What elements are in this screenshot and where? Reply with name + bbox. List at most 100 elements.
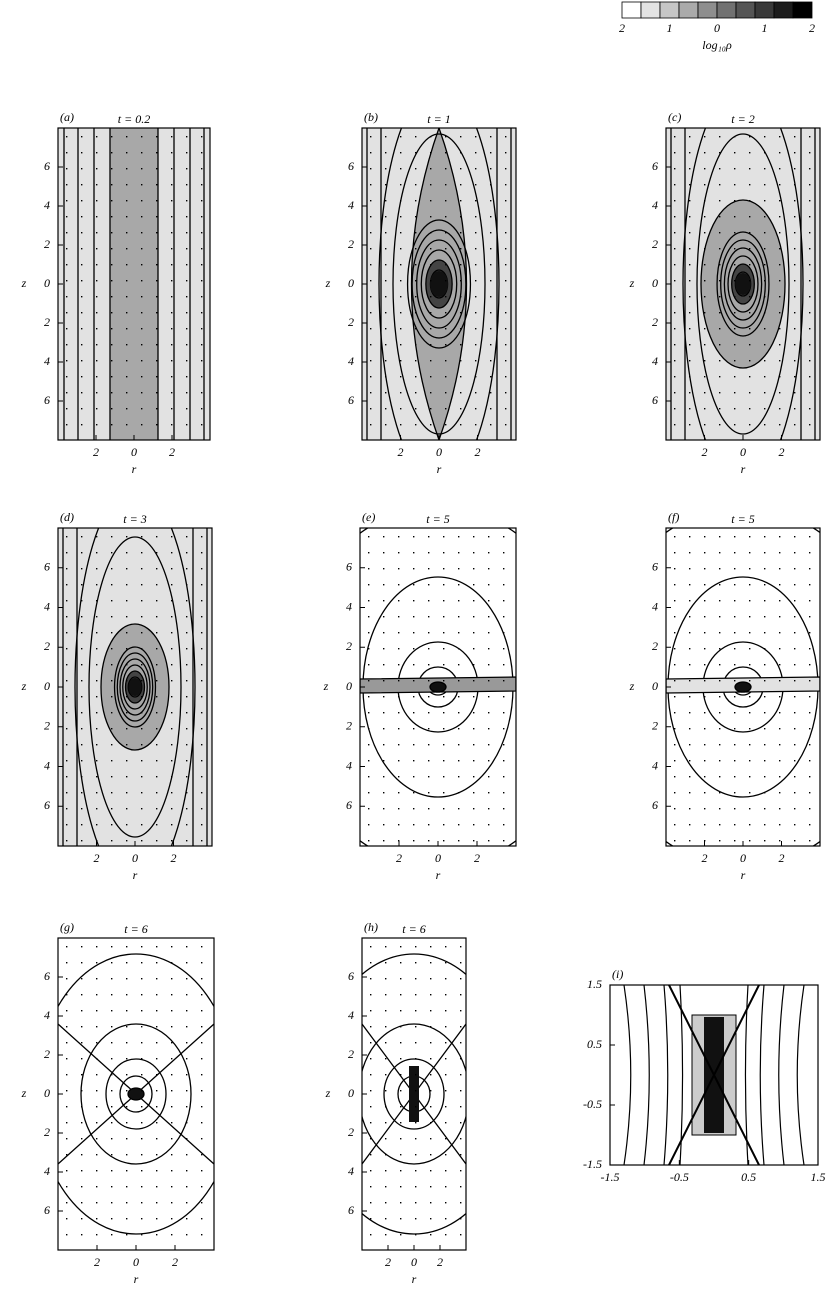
vector <box>473 696 475 698</box>
vector <box>428 616 430 618</box>
contour <box>392 133 486 435</box>
vector <box>126 824 128 826</box>
vector <box>96 1026 98 1028</box>
vector <box>734 248 736 250</box>
vector <box>156 994 158 996</box>
vector <box>719 776 721 778</box>
vector <box>764 152 766 154</box>
vector <box>171 1122 173 1124</box>
contour <box>127 1087 145 1101</box>
vector <box>141 616 143 618</box>
vector <box>111 1154 113 1156</box>
vector <box>126 1042 128 1044</box>
vector <box>794 168 796 170</box>
vector <box>460 1186 462 1188</box>
vector <box>171 616 173 618</box>
vector <box>503 744 505 746</box>
vector <box>96 1122 98 1124</box>
vector <box>96 168 98 170</box>
vector <box>475 392 477 394</box>
vector <box>764 200 766 202</box>
vector <box>674 264 676 266</box>
vector <box>719 376 721 378</box>
vector <box>201 1042 203 1044</box>
vector <box>764 760 766 762</box>
vector <box>689 232 691 234</box>
vector <box>111 184 113 186</box>
vector <box>445 216 447 218</box>
vector <box>503 600 505 602</box>
vector <box>156 744 158 746</box>
panel-frame <box>609 984 819 1166</box>
vector <box>126 962 128 964</box>
vector <box>428 536 430 538</box>
panel-label: (b) <box>364 110 378 124</box>
vector <box>779 296 781 298</box>
vector <box>674 632 676 634</box>
vector <box>445 312 447 314</box>
vector <box>126 808 128 810</box>
vector <box>141 264 143 266</box>
y-tick-label: 4 <box>348 1008 354 1022</box>
vector <box>186 712 188 714</box>
vector <box>490 136 492 138</box>
vector <box>674 808 676 810</box>
vector <box>458 840 460 842</box>
vector <box>126 1074 128 1076</box>
vector <box>96 1154 98 1156</box>
vector <box>719 360 721 362</box>
vector <box>186 1074 188 1076</box>
vector <box>719 824 721 826</box>
vector <box>428 808 430 810</box>
vector <box>186 1138 188 1140</box>
x-axis-label: r <box>437 462 442 476</box>
vector <box>428 840 430 842</box>
vector <box>171 760 173 762</box>
vector <box>460 1010 462 1012</box>
vector <box>186 200 188 202</box>
vector <box>779 536 781 538</box>
vector <box>458 744 460 746</box>
vector <box>764 584 766 586</box>
vector <box>171 328 173 330</box>
vector <box>171 168 173 170</box>
vector <box>458 632 460 634</box>
vector <box>689 648 691 650</box>
contour <box>119 1075 153 1113</box>
vector <box>779 328 781 330</box>
x-axis-label: r <box>741 868 746 882</box>
x-tick-label: 0 <box>740 851 746 865</box>
vector <box>473 616 475 618</box>
vector <box>398 632 400 634</box>
vector <box>126 680 128 682</box>
vector <box>488 536 490 538</box>
vector <box>809 232 811 234</box>
vector <box>764 344 766 346</box>
vector <box>66 616 68 618</box>
vector <box>794 264 796 266</box>
vector <box>201 232 203 234</box>
vector <box>674 680 676 682</box>
vector <box>809 744 811 746</box>
vector <box>415 296 417 298</box>
vector <box>779 280 781 282</box>
vector <box>794 840 796 842</box>
vector <box>704 728 706 730</box>
vector <box>111 978 113 980</box>
vector <box>415 280 417 282</box>
vector <box>734 136 736 138</box>
vector <box>171 962 173 964</box>
vector <box>430 248 432 250</box>
y-tick-label: 2 <box>348 1125 354 1139</box>
vector <box>460 200 462 202</box>
vector <box>96 824 98 826</box>
vector <box>385 1026 387 1028</box>
vector <box>81 584 83 586</box>
vector <box>460 424 462 426</box>
vector <box>111 1106 113 1108</box>
vector <box>186 648 188 650</box>
vector <box>201 1058 203 1060</box>
region <box>430 271 448 297</box>
vector <box>385 296 387 298</box>
panel-label: (i) <box>612 967 623 981</box>
